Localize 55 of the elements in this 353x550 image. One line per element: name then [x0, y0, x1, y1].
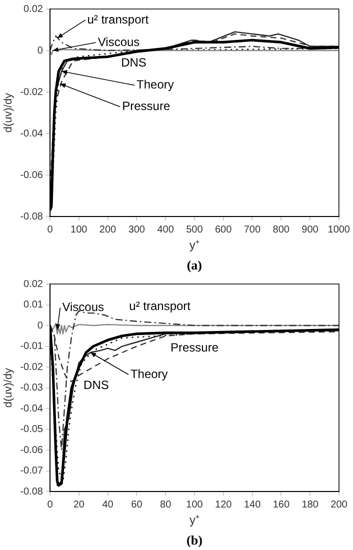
x-tick-label: 200: [330, 499, 348, 510]
annotation: Pressure: [170, 340, 219, 355]
annotation: DNS: [84, 378, 109, 392]
x-tick-label: 500: [186, 224, 204, 236]
x-tick-label: 700: [244, 224, 261, 236]
y-tick-label: 0: [37, 320, 44, 332]
y-tick-label: 0.01: [24, 300, 44, 311]
x-tick-label: 900: [302, 224, 319, 236]
text: (a): [186, 257, 202, 272]
y-tick-label: -0.02: [20, 86, 44, 98]
x-tick-label: 120: [215, 499, 232, 510]
annotation: Viscous: [98, 34, 140, 49]
y-tick-label: -0.04: [20, 128, 44, 140]
y-tick-label: 0: [37, 45, 44, 56]
x-tick-label: 140: [244, 499, 262, 510]
x-tick-label: 800: [272, 224, 290, 236]
x-tick-label: 0: [47, 224, 54, 236]
x-tick-label: 1000: [328, 224, 350, 236]
y-axis-title: d(uv)/dy: [2, 92, 15, 133]
y-tick-label: 0.02: [24, 278, 44, 290]
y-tick-label: -0.04: [20, 403, 44, 414]
x-tick-label: 160: [272, 499, 290, 510]
x-tick-label: 200: [99, 224, 117, 236]
y-tick-label: -0.08: [20, 211, 44, 222]
annotation: Theory: [130, 366, 168, 381]
x-tick-label: 60: [131, 499, 143, 510]
text: (b): [186, 532, 202, 548]
x-tick-label: 0: [47, 499, 54, 510]
y-tick-label: -0.01: [20, 341, 44, 352]
y-tick-label: 0.02: [24, 4, 44, 15]
y-tick-label: -0.06: [20, 170, 44, 181]
annotation: DNS: [121, 55, 146, 70]
y-tick-label: -0.02: [20, 362, 44, 373]
x-tick-label: 180: [302, 499, 319, 510]
y-tick-label: -0.07: [20, 466, 44, 477]
x-tick-label: 80: [160, 499, 172, 510]
x-tick-label: 300: [128, 224, 146, 236]
x-axis-title: y⁺: [189, 238, 200, 252]
x-tick-label: 20: [73, 499, 85, 510]
x-axis-title: y⁺: [189, 513, 200, 528]
annotation: u² transport: [129, 299, 192, 314]
annotation: Theory: [136, 78, 174, 92]
y-tick-label: -0.08: [20, 486, 44, 498]
annotation: Viscous: [62, 300, 104, 314]
y-tick-label: -0.03: [20, 382, 44, 394]
x-tick-label: 100: [70, 224, 88, 236]
x-tick-label: 100: [186, 499, 204, 510]
y-tick-label: -0.06: [20, 444, 44, 456]
annotation: Pressure: [122, 99, 170, 114]
y-axis-title: d(uv)/dy: [2, 367, 15, 408]
x-tick-label: 40: [102, 499, 114, 510]
annotation: u² transport: [87, 12, 150, 26]
x-tick-label: 600: [214, 224, 232, 236]
y-tick-label: -0.05: [20, 424, 44, 436]
x-tick-label: 400: [157, 224, 174, 236]
